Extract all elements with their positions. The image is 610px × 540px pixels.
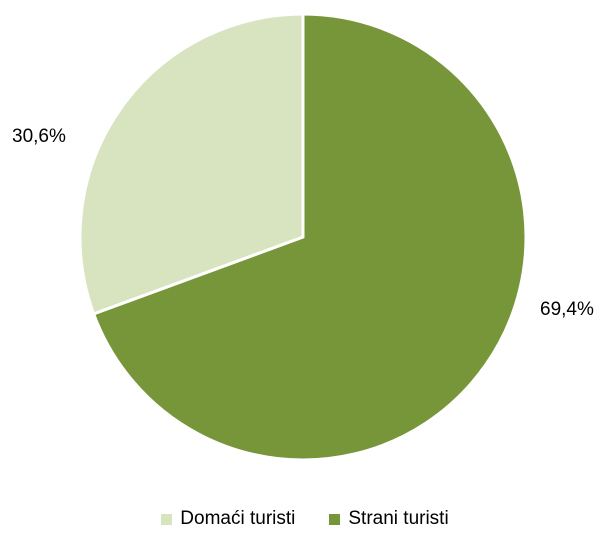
- legend-item-domaci: Domaći turisti: [161, 508, 295, 530]
- pie-slice-strani-turisti: [92, 12, 528, 462]
- legend-swatch-strani: [329, 513, 341, 525]
- legend: Domaći turisti Strani turisti: [0, 508, 610, 530]
- pie-slices: [78, 12, 528, 462]
- pie-slice-doma-i-turisti: [78, 12, 305, 316]
- legend-swatch-domaci: [161, 513, 173, 525]
- legend-label-domaci: Domaći turisti: [180, 508, 296, 529]
- legend-item-strani: Strani turisti: [329, 508, 449, 530]
- pie-labels: 69,4% 30,6%: [12, 126, 594, 320]
- legend-label-strani: Strani turisti: [348, 508, 449, 529]
- slice-label-strani-turisti: 69,4%: [540, 299, 594, 320]
- slice-label-doma-i-turisti: 30,6%: [12, 126, 66, 147]
